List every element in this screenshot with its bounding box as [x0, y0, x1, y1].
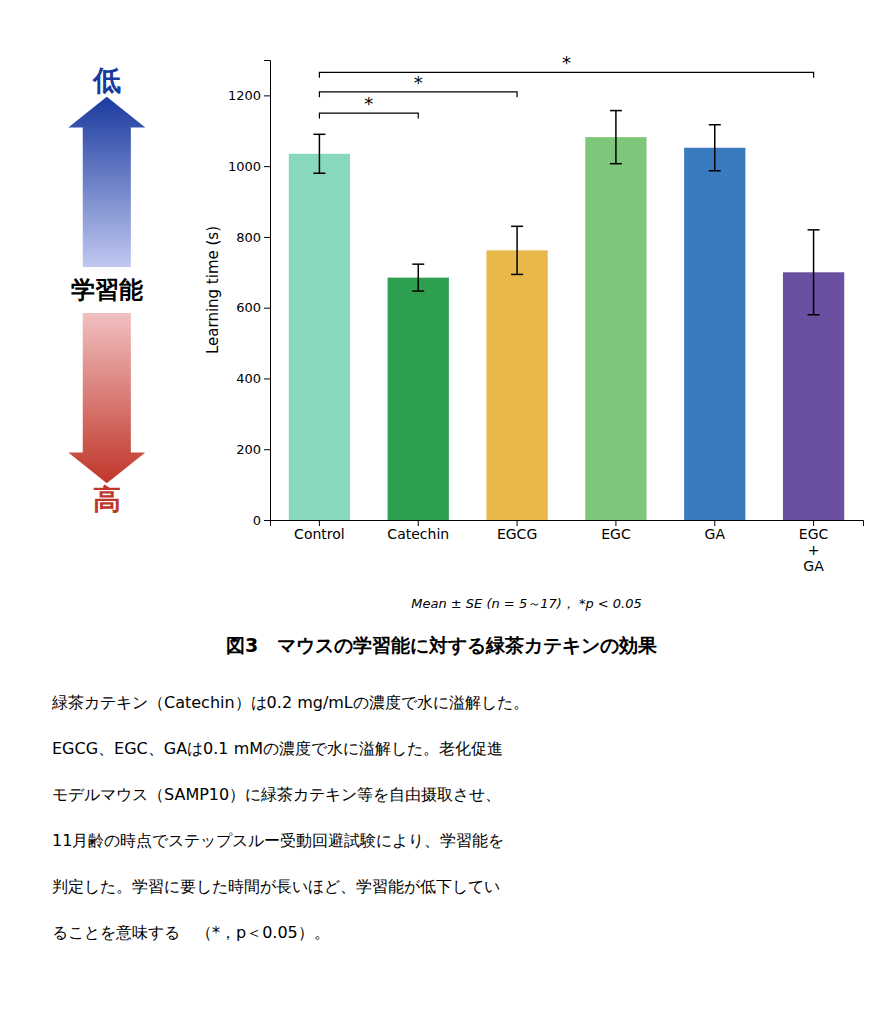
y-tick: 800 — [236, 230, 270, 245]
error-bar — [610, 111, 622, 164]
chart: 020040060080010001200ControlCatechinEGCG… — [0, 0, 883, 1013]
y-axis-line — [264, 61, 271, 521]
error-bar-cap — [511, 274, 523, 276]
y-tick-mark — [264, 308, 270, 309]
x-axis-line — [271, 521, 864, 527]
error-bar-stem — [615, 111, 617, 164]
y-tick: 1000 — [228, 159, 270, 174]
x-tick-label: EGCG — [497, 526, 537, 542]
y-tick-mark — [264, 449, 270, 450]
arrow — [68, 97, 145, 267]
error-bar-cap — [610, 110, 622, 112]
error-bar-cap — [610, 163, 622, 165]
y-tick-mark — [264, 166, 270, 167]
x-axis: ControlCatechinEGCGEGCGAEGC+GA — [271, 520, 864, 574]
bar — [289, 154, 350, 520]
x-tick-label: GA — [705, 526, 726, 542]
y-tick-mark — [264, 520, 270, 521]
error-bar-cap — [808, 229, 820, 231]
x-tick: Catechin — [387, 520, 449, 542]
y-tick-label: 200 — [236, 442, 261, 457]
y-tick-mark — [264, 378, 270, 379]
x-tick-label: EGC — [601, 526, 631, 542]
error-bar-stem — [319, 134, 321, 173]
significance-label: * — [414, 72, 423, 93]
x-tick-label-line: Catechin — [387, 526, 449, 542]
x-tick-label-line: GA — [803, 558, 824, 574]
error-bar — [511, 226, 523, 274]
error-bar-cap — [412, 263, 424, 265]
y-tick-label: 1000 — [228, 159, 261, 174]
bar — [684, 148, 745, 520]
x-tick: Control — [294, 520, 345, 542]
body-line: 判定した。学習に要した時間が長いほど、学習能が低下してい — [52, 877, 500, 896]
error-bar — [709, 125, 721, 171]
error-bar — [808, 230, 820, 315]
caption: Mean ± SE (n = 5～17)， *p < 0.05 — [411, 596, 642, 611]
y-tick-label: 800 — [236, 230, 261, 245]
significance-brackets: * * * — [319, 52, 813, 118]
plot-marks — [289, 111, 844, 520]
arrow — [68, 313, 145, 483]
error-bar — [313, 134, 325, 173]
error-bar-cap — [709, 170, 721, 172]
title: 図3 マウスの学習能に対する緑茶カテキンの効果 — [226, 634, 658, 656]
x-tick: EGC+GA — [799, 520, 829, 574]
y-axis-title: Learning time (s) — [204, 226, 222, 354]
x-tick-label-line: + — [808, 542, 820, 558]
y-tick: 0 — [253, 513, 270, 528]
x-tick-label-line: EGC — [799, 526, 829, 542]
body-line: EGCG、EGC、GAは0.1 mMの濃度で水に溢解した。老化促進 — [52, 739, 503, 758]
bar — [486, 250, 547, 520]
body-line: 緑茶カテキン（Catechin）は0.2 mg/mLの濃度で水に溢解した。 — [51, 693, 529, 712]
x-tick-label: EGC+GA — [799, 526, 829, 574]
y-tick: 400 — [236, 371, 270, 386]
bar — [585, 137, 646, 520]
x-tick: GA — [705, 520, 726, 542]
y-tick-label: 400 — [236, 371, 261, 386]
error-bar — [412, 264, 424, 291]
arrow-end-label: 高 — [93, 483, 121, 516]
error-bar-cap — [412, 290, 424, 292]
error-bar-stem — [813, 230, 815, 315]
y-tick-label: 1200 — [228, 88, 261, 103]
x-tick: EGC — [601, 520, 631, 542]
x-tick-label: Catechin — [387, 526, 449, 542]
body-line: 11月齢の時点でステップスルー受動回避試験により、学習能を — [52, 831, 504, 850]
body-line: ることを意味する （*，p＜0.05）。 — [52, 923, 330, 942]
y-tick: 200 — [236, 442, 270, 457]
arrow-scale: 低高学習能 — [68, 64, 145, 516]
x-tick-label-line: EGC — [601, 526, 631, 542]
arrow-end-label: 低 — [92, 64, 121, 97]
x-tick-label-line: EGCG — [497, 526, 537, 542]
body-text: 緑茶カテキン（Catechin）は0.2 mg/mLの濃度で水に溢解した。 EGC… — [51, 693, 529, 942]
significance-label: * — [562, 52, 571, 73]
error-bar-cap — [313, 134, 325, 136]
error-bar-cap — [511, 226, 523, 228]
body-line: モデルマウス（SAMP10）に緑茶カテキン等を自由摄取させ、 — [52, 785, 501, 804]
x-tick-label: Control — [294, 526, 345, 542]
y-tick: 1200 — [228, 88, 270, 103]
error-bar-stem — [418, 264, 420, 291]
y-tick-mark — [264, 95, 270, 96]
x-tick-label-line: Control — [294, 526, 345, 542]
y-tick-label: 600 — [236, 300, 261, 315]
y-tick-mark — [264, 237, 270, 238]
significance-label: * — [364, 93, 373, 114]
y-axis: 0 200 400 600 800 1000 1200 — [228, 61, 271, 528]
error-bar-stem — [516, 226, 518, 274]
error-bar-cap — [313, 172, 325, 174]
bar — [388, 278, 449, 520]
error-bar-cap — [808, 314, 820, 316]
x-tick: EGCG — [497, 520, 537, 542]
y-tick-label: 0 — [253, 513, 261, 528]
y-tick: 600 — [236, 300, 270, 315]
arrow-middle-label: 学習能 — [71, 276, 143, 304]
x-tick-label-line: GA — [705, 526, 726, 542]
error-bar-stem — [714, 125, 716, 171]
error-bar-cap — [709, 124, 721, 126]
